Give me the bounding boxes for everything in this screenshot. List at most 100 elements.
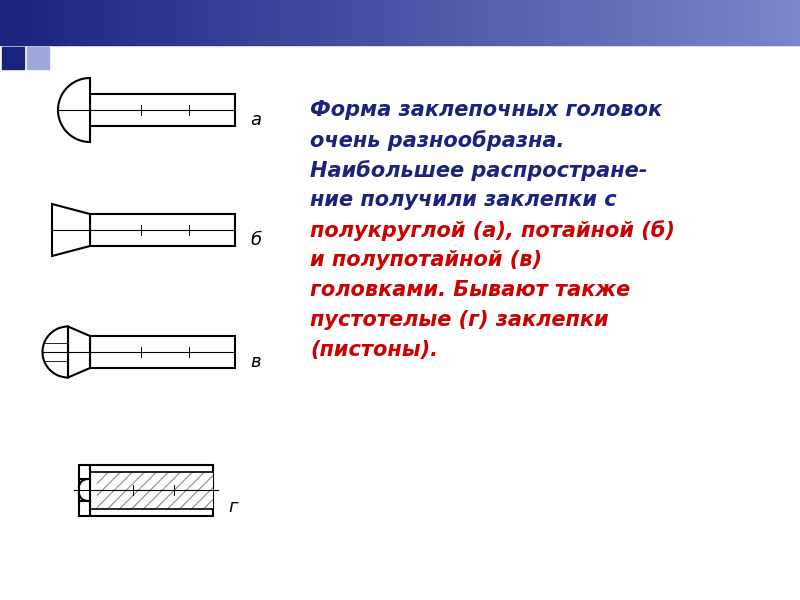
Bar — [164, 0, 169, 45]
Bar — [552, 0, 557, 45]
Bar — [740, 0, 745, 45]
Bar — [308, 0, 313, 45]
Bar — [376, 0, 381, 45]
Bar — [432, 0, 437, 45]
Bar — [692, 0, 697, 45]
Bar — [728, 0, 733, 45]
Bar — [352, 0, 357, 45]
Bar — [712, 0, 717, 45]
Bar — [396, 0, 401, 45]
Bar — [240, 0, 245, 45]
Bar — [796, 0, 800, 45]
Text: пустотелые (г) заклепки: пустотелые (г) заклепки — [310, 310, 609, 330]
Bar — [700, 0, 705, 45]
Bar — [628, 0, 633, 45]
Text: Наибольшее распростране-: Наибольшее распростране- — [310, 160, 647, 181]
Bar — [104, 0, 109, 45]
Bar — [576, 0, 581, 45]
Bar — [97, 472, 213, 509]
Bar — [344, 0, 349, 45]
Bar — [324, 0, 329, 45]
Text: головками. Бывают также: головками. Бывают также — [310, 280, 630, 300]
Text: а: а — [250, 111, 261, 129]
Bar — [244, 0, 249, 45]
Bar — [132, 0, 137, 45]
Bar — [568, 0, 573, 45]
Bar — [48, 0, 53, 45]
Polygon shape — [52, 204, 90, 256]
Bar — [90, 336, 235, 368]
Bar — [172, 0, 177, 45]
Bar — [504, 0, 509, 45]
Bar — [52, 0, 57, 45]
Bar — [540, 0, 545, 45]
Bar — [412, 0, 417, 45]
Bar — [78, 464, 90, 479]
Bar — [672, 0, 677, 45]
Bar — [180, 0, 185, 45]
Bar — [128, 0, 133, 45]
Bar — [448, 0, 453, 45]
Text: (пистоны).: (пистоны). — [310, 340, 438, 360]
Text: б: б — [250, 231, 261, 249]
Bar — [624, 0, 629, 45]
Bar — [424, 0, 429, 45]
Bar — [596, 0, 601, 45]
Bar — [152, 0, 157, 45]
Bar — [272, 0, 277, 45]
Bar — [2, 47, 24, 69]
Bar — [580, 0, 585, 45]
Bar — [24, 0, 29, 45]
Bar — [428, 0, 433, 45]
Bar — [392, 0, 397, 45]
Bar — [456, 0, 461, 45]
Bar — [88, 0, 93, 45]
Bar — [224, 0, 229, 45]
Bar — [284, 0, 289, 45]
Text: в: в — [250, 353, 261, 371]
Bar — [28, 0, 33, 45]
Bar — [200, 0, 205, 45]
Bar — [484, 0, 489, 45]
Bar — [612, 0, 617, 45]
Bar — [660, 0, 665, 45]
Bar — [536, 0, 541, 45]
Bar — [560, 0, 565, 45]
Text: ние получили заклепки с: ние получили заклепки с — [310, 190, 617, 210]
Bar — [788, 0, 793, 45]
Bar — [664, 0, 669, 45]
Bar — [44, 0, 49, 45]
Bar — [72, 0, 77, 45]
Bar — [208, 0, 213, 45]
Bar — [772, 0, 777, 45]
Bar — [592, 0, 597, 45]
Bar — [688, 0, 693, 45]
Bar — [656, 0, 661, 45]
Bar — [680, 0, 685, 45]
Bar — [500, 0, 505, 45]
Bar — [288, 0, 293, 45]
Bar — [92, 0, 97, 45]
Bar — [232, 0, 237, 45]
Bar — [60, 0, 65, 45]
Bar — [696, 0, 701, 45]
Bar — [144, 0, 149, 45]
Bar — [204, 0, 209, 45]
Bar — [780, 0, 785, 45]
Bar — [388, 0, 393, 45]
Bar — [668, 0, 673, 45]
Polygon shape — [58, 78, 90, 142]
Bar — [268, 0, 273, 45]
Bar — [16, 0, 21, 45]
Bar — [764, 0, 769, 45]
Text: очень разнообразна.: очень разнообразна. — [310, 130, 564, 151]
Bar — [276, 0, 281, 45]
Bar — [436, 0, 441, 45]
Bar — [156, 0, 161, 45]
Bar — [140, 0, 145, 45]
Bar — [220, 0, 225, 45]
Bar — [356, 0, 361, 45]
Bar — [300, 0, 305, 45]
Bar — [96, 0, 101, 45]
Bar — [108, 0, 113, 45]
